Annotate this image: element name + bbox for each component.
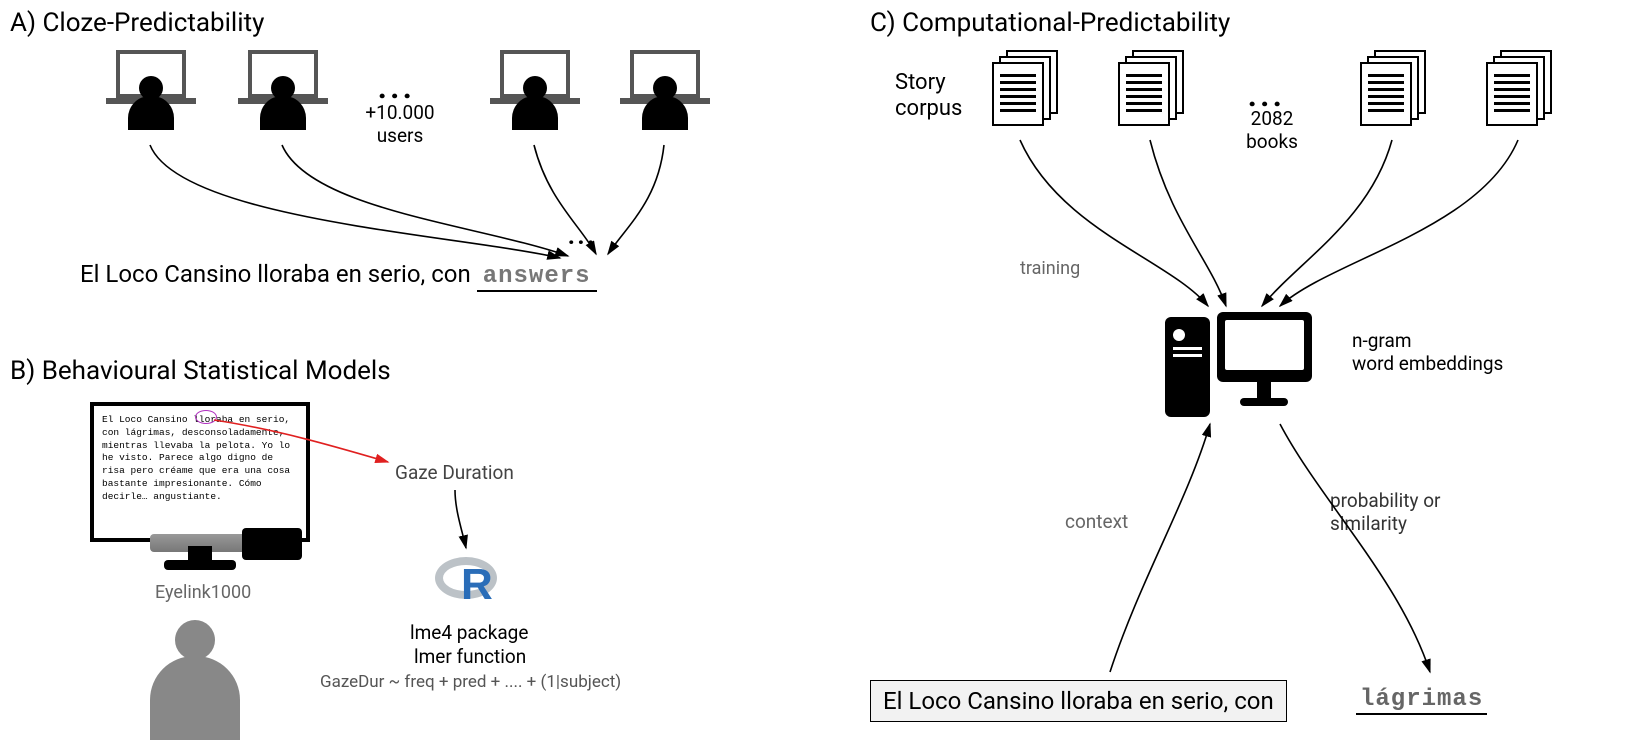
svg-text:...: ... bbox=[568, 225, 597, 250]
model-formula: GazeDur ~ freq + pred + .... + (1|subjec… bbox=[320, 672, 621, 692]
output-label: probability or similarity bbox=[1330, 490, 1440, 536]
panel-b-title: B) Behavioural Statistical Models bbox=[10, 356, 391, 386]
observer-silhouette-icon bbox=[140, 620, 250, 740]
cloze-blank: answers bbox=[477, 263, 597, 292]
lme4-package-label: lme4 package bbox=[410, 622, 528, 645]
model-type-label: n-gram word embeddings bbox=[1352, 330, 1503, 376]
r-logo-icon: R bbox=[435, 552, 505, 607]
eyetracker-monitor-icon: El Loco Cansino lloraba en serio, con lá… bbox=[90, 402, 320, 582]
panel-a-title: A) Cloze-Predictability bbox=[10, 8, 264, 38]
monitor-stimulus-text: El Loco Cansino lloraba en serio, con lá… bbox=[100, 412, 300, 532]
training-label: training bbox=[1020, 258, 1080, 279]
cloze-sentence: El Loco Cansino lloraba en serio, con an… bbox=[80, 260, 597, 290]
context-label: context bbox=[1065, 510, 1128, 533]
lmer-function-label: lmer function bbox=[414, 646, 526, 669]
user-laptop-icon bbox=[106, 50, 196, 140]
document-stack-icon bbox=[1118, 50, 1188, 130]
books-count-label: 2082 books bbox=[1232, 108, 1312, 154]
context-sentence-box: El Loco Cansino lloraba en serio, con bbox=[870, 680, 1287, 722]
eyetracker-camera-icon bbox=[242, 528, 302, 560]
gaze-fixation-icon bbox=[195, 410, 217, 424]
predicted-word: lágrimas bbox=[1356, 686, 1487, 715]
computer-icon bbox=[1165, 312, 1315, 432]
users-count-label: +10.000 users bbox=[355, 102, 445, 148]
eyelink-label: Eyelink1000 bbox=[155, 582, 251, 603]
user-laptop-icon bbox=[620, 50, 710, 140]
cloze-sentence-text: El Loco Cansino lloraba en serio, con bbox=[80, 260, 471, 288]
user-laptop-icon bbox=[490, 50, 580, 140]
gaze-duration-label: Gaze Duration bbox=[395, 462, 514, 485]
user-laptop-icon bbox=[238, 50, 328, 140]
document-stack-icon bbox=[992, 50, 1062, 130]
story-corpus-label: Story corpus bbox=[895, 70, 962, 123]
document-stack-icon bbox=[1360, 50, 1430, 130]
panel-c-title: C) Computational-Predictability bbox=[870, 8, 1230, 38]
document-stack-icon bbox=[1486, 50, 1556, 130]
